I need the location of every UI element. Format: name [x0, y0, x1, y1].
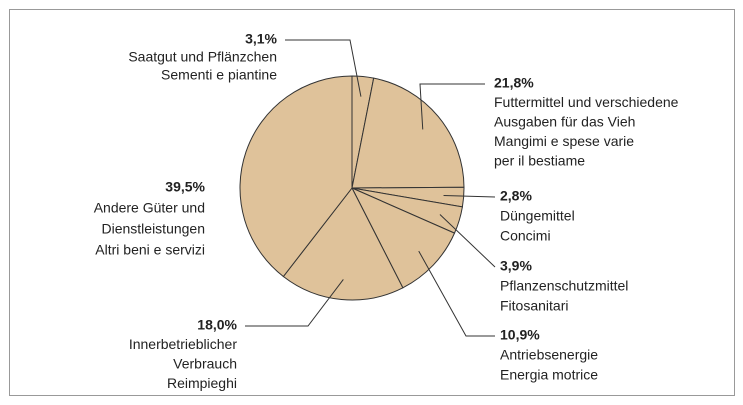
value-label: 3,1%: [245, 31, 277, 47]
leader-line: [419, 83, 485, 130]
value-label: 39,5%: [165, 179, 205, 195]
value-label: 2,8%: [500, 188, 532, 204]
leader-line: [245, 279, 344, 327]
category-label: Verbrauch: [173, 356, 237, 372]
category-label: Pflanzenschutzmittel: [500, 278, 628, 294]
category-label: Innerbetrieblicher: [129, 336, 238, 352]
category-label: Antriebsenergie: [500, 347, 598, 363]
category-label: Dienstleistungen: [101, 221, 205, 237]
category-label: Saatgut und Pflänzchen: [128, 49, 277, 65]
category-label: Mangimi e spese varie: [494, 133, 634, 149]
category-label: Düngemittel: [500, 208, 575, 224]
value-label: 18,0%: [197, 317, 237, 333]
category-label: Andere Güter und: [94, 200, 205, 216]
value-label: 10,9%: [500, 327, 540, 343]
value-label: 3,9%: [500, 258, 532, 274]
pie-slice: [282, 187, 404, 301]
pie-slice: [351, 77, 465, 189]
category-label: Ausgaben für das Vieh: [494, 114, 635, 130]
category-label: Futtermittel und verschiedene: [494, 94, 679, 110]
leader-line: [443, 194, 496, 198]
category-label: Sementi e piantine: [161, 67, 277, 83]
leader-line: [285, 39, 362, 97]
category-label: per il bestiame: [494, 153, 585, 169]
category-label: Concimi: [500, 228, 551, 244]
pie-slice: [239, 75, 353, 278]
category-label: Energia motrice: [500, 367, 598, 383]
category-label: Reimpieghi: [167, 375, 237, 391]
category-label: Altri beni e servizi: [95, 242, 205, 258]
pie-slice: [350, 186, 456, 289]
value-label: 21,8%: [494, 75, 534, 91]
category-label: Fitosanitari: [500, 298, 568, 314]
leader-line: [418, 250, 495, 337]
leader-line: [439, 214, 496, 268]
